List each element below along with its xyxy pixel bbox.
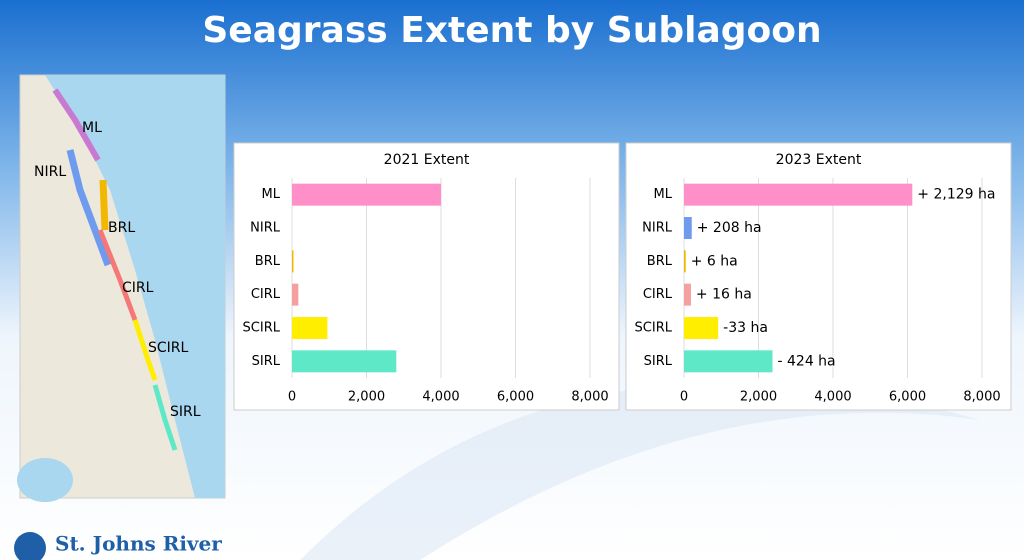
bar-annotation: + 6 ha <box>691 253 738 269</box>
bar <box>292 283 299 306</box>
bar-annotation: + 208 ha <box>697 220 762 236</box>
logo-icon <box>14 532 46 560</box>
y-tick-label: SCIRL <box>635 321 673 336</box>
x-tick-label: 2,000 <box>348 390 385 405</box>
bar <box>684 183 913 206</box>
map-lagoon <box>132 319 158 381</box>
x-tick-label: 0 <box>288 390 296 405</box>
y-tick-label: BRL <box>255 254 281 269</box>
bar <box>684 283 691 306</box>
bar-annotation: -33 ha <box>723 320 768 336</box>
y-tick-label: CIRL <box>251 287 281 302</box>
map-lagoon <box>99 179 109 231</box>
y-tick-label: ML <box>654 187 673 202</box>
y-tick-label: ML <box>262 187 281 202</box>
map: ML NIRL BRL CIRL SCIRL SIRL <box>17 74 226 502</box>
bar <box>684 350 773 373</box>
map-label: ML <box>82 120 102 136</box>
map-label: SIRL <box>170 404 201 420</box>
bar-annotation: - 424 ha <box>778 353 836 369</box>
bar <box>684 317 719 339</box>
x-tick-label: 8,000 <box>571 390 608 405</box>
bar <box>684 250 686 273</box>
bar-annotation: + 2,129 ha <box>917 187 995 203</box>
map-ocean <box>45 75 225 498</box>
chart-title: 2021 Extent <box>384 152 470 168</box>
x-tick-label: 2,000 <box>740 390 777 405</box>
map-lagoon <box>97 229 138 321</box>
x-tick-label: 6,000 <box>889 390 926 405</box>
chart-title: 2023 Extent <box>776 152 862 168</box>
x-tick-label: 4,000 <box>422 390 459 405</box>
bar <box>292 350 397 373</box>
map-lake <box>17 458 73 502</box>
y-tick-label: SIRL <box>252 354 281 369</box>
y-tick-label: BRL <box>647 254 673 269</box>
decoration <box>300 382 980 560</box>
bar <box>684 217 692 239</box>
bar <box>292 250 294 273</box>
logo-text: St. Johns River <box>55 532 222 556</box>
y-tick-label: SIRL <box>644 354 673 369</box>
y-tick-label: SCIRL <box>243 321 281 336</box>
x-tick-label: 6,000 <box>497 390 534 405</box>
map-lagoon <box>66 149 112 267</box>
x-tick-label: 4,000 <box>814 390 851 405</box>
slide-title: Seagrass Extent by Sublagoon <box>202 10 821 51</box>
map-lagoon <box>152 384 178 451</box>
map-lagoon <box>52 88 101 162</box>
bar-annotation: + 16 ha <box>696 287 752 303</box>
x-tick-label: 0 <box>680 390 688 405</box>
y-tick-label: NIRL <box>250 221 281 236</box>
map-label: BRL <box>108 220 135 236</box>
bar <box>292 317 328 339</box>
map-label: NIRL <box>34 164 66 180</box>
y-tick-label: NIRL <box>642 221 673 236</box>
x-tick-label: 8,000 <box>963 390 1000 405</box>
map-label: SCIRL <box>148 340 189 356</box>
y-tick-label: CIRL <box>643 287 673 302</box>
map-label: CIRL <box>122 280 154 296</box>
bar <box>292 183 441 206</box>
